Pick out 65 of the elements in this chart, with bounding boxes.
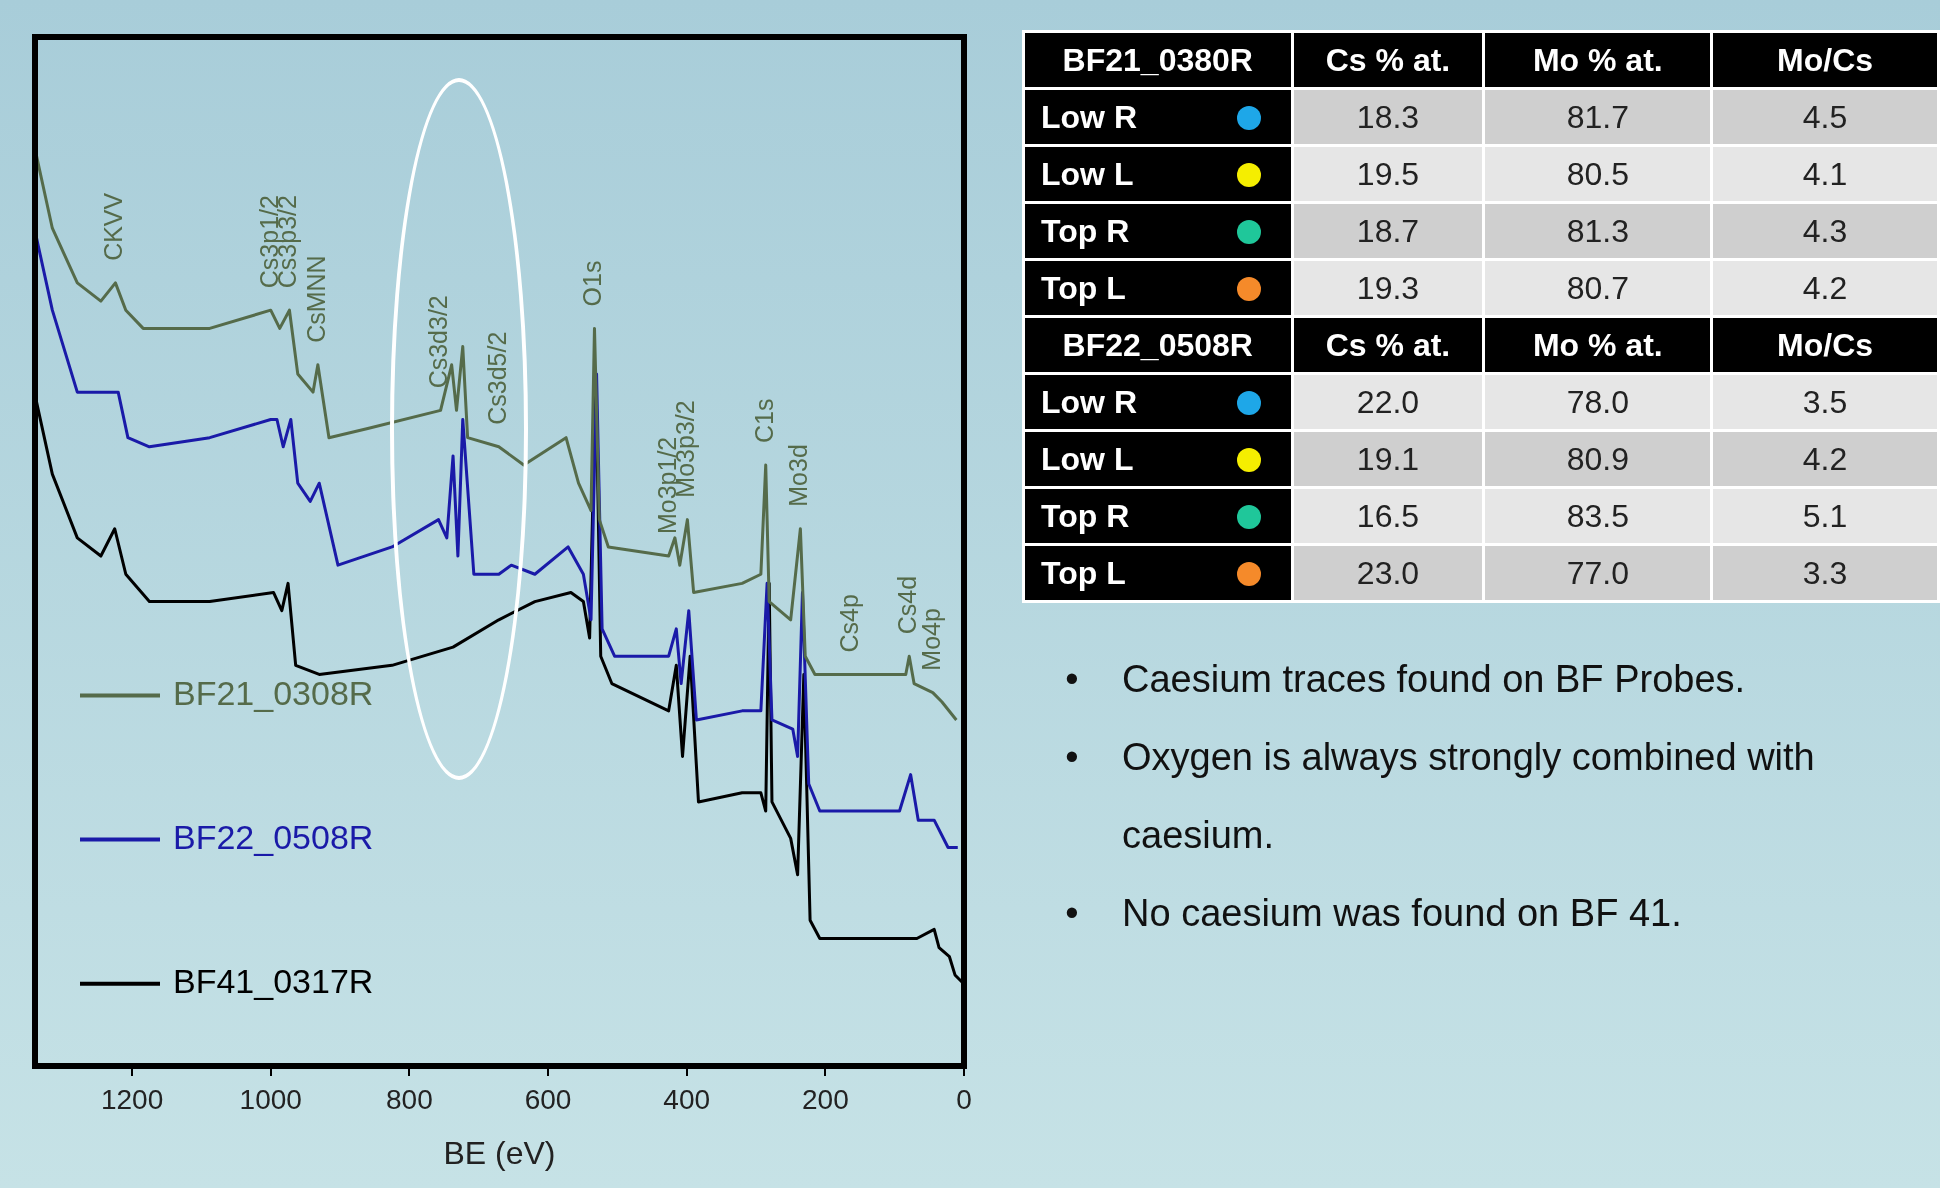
legend-label: BF22_0508R (173, 817, 374, 856)
text: Top L (1023, 544, 1293, 602)
annotation: Cs3d5/2 (482, 331, 511, 425)
text: 19.1 (1292, 430, 1484, 488)
text: Low L (1023, 145, 1293, 203)
text: 81.3 (1483, 202, 1712, 260)
text: • (1064, 891, 1080, 936)
text: 78.0 (1483, 373, 1712, 431)
x-tick-label: 400 (663, 1083, 711, 1115)
annotation: C1s (749, 398, 778, 443)
text: Mo/Cs (1711, 316, 1939, 374)
annotation: CKVV (99, 192, 128, 261)
text: Low R (1023, 373, 1293, 431)
text: Top R (1023, 487, 1293, 545)
x-tick-label: 600 (524, 1083, 572, 1115)
x-tick-label: 800 (386, 1083, 433, 1115)
text: • (1064, 657, 1080, 702)
text: Mo % at. (1483, 316, 1712, 374)
text: 4.2 (1711, 430, 1939, 488)
text: Mo % at. (1483, 31, 1712, 89)
annotation: Mo3d (784, 444, 813, 507)
text: 19.5 (1292, 145, 1484, 203)
legend-label: BF21_0308R (173, 673, 374, 712)
text: 5.1 (1711, 487, 1939, 545)
text: Top R (1023, 202, 1293, 260)
text: 80.7 (1483, 259, 1712, 317)
annotation: Cs4p (834, 594, 863, 653)
text: 81.7 (1483, 88, 1712, 146)
text: BF22_0508R (1023, 316, 1293, 374)
text: 4.2 (1711, 259, 1939, 317)
text: 18.3 (1292, 88, 1484, 146)
text: 83.5 (1483, 487, 1712, 545)
x-tick-label: 0 (956, 1083, 972, 1115)
text: Top L (1023, 259, 1293, 317)
text: 80.5 (1483, 145, 1712, 203)
text: Mo/Cs (1711, 31, 1939, 89)
text: 4.1 (1711, 145, 1939, 203)
legend-label: BF41_0317R (173, 962, 374, 1001)
text: Cs % at. (1292, 316, 1484, 374)
text: 4.5 (1711, 88, 1939, 146)
text: 3.5 (1711, 373, 1939, 431)
annotation: Cs3d3/2 (424, 295, 453, 389)
text: Low L (1023, 430, 1293, 488)
text: • (1064, 735, 1080, 780)
text: 77.0 (1483, 544, 1712, 602)
text: Cs % at. (1292, 31, 1484, 89)
annotation: CsMNN (301, 255, 330, 343)
text: 4.3 (1711, 202, 1939, 260)
text: 3.3 (1711, 544, 1939, 602)
text: 80.9 (1483, 430, 1712, 488)
text: 19.3 (1292, 259, 1484, 317)
text: 18.7 (1292, 202, 1484, 260)
x-tick-label: 1200 (100, 1083, 164, 1115)
text: 22.0 (1292, 373, 1484, 431)
text: Low R (1023, 88, 1293, 146)
x-axis-title: BE (eV) (443, 1134, 556, 1171)
x-tick-label: 200 (801, 1083, 849, 1115)
text: 16.5 (1292, 487, 1484, 545)
text: Oxygen is always strongly combined with caesium. (1122, 735, 1816, 858)
text: 23.0 (1292, 544, 1484, 602)
text: No caesium was found on BF 41. (1122, 891, 1682, 936)
x-tick-label: 1000 (239, 1083, 302, 1115)
text: Caesium traces found on BF Probes. (1122, 657, 1746, 702)
text: BF21_0380R (1023, 31, 1293, 89)
annotation: O1s (578, 260, 607, 307)
